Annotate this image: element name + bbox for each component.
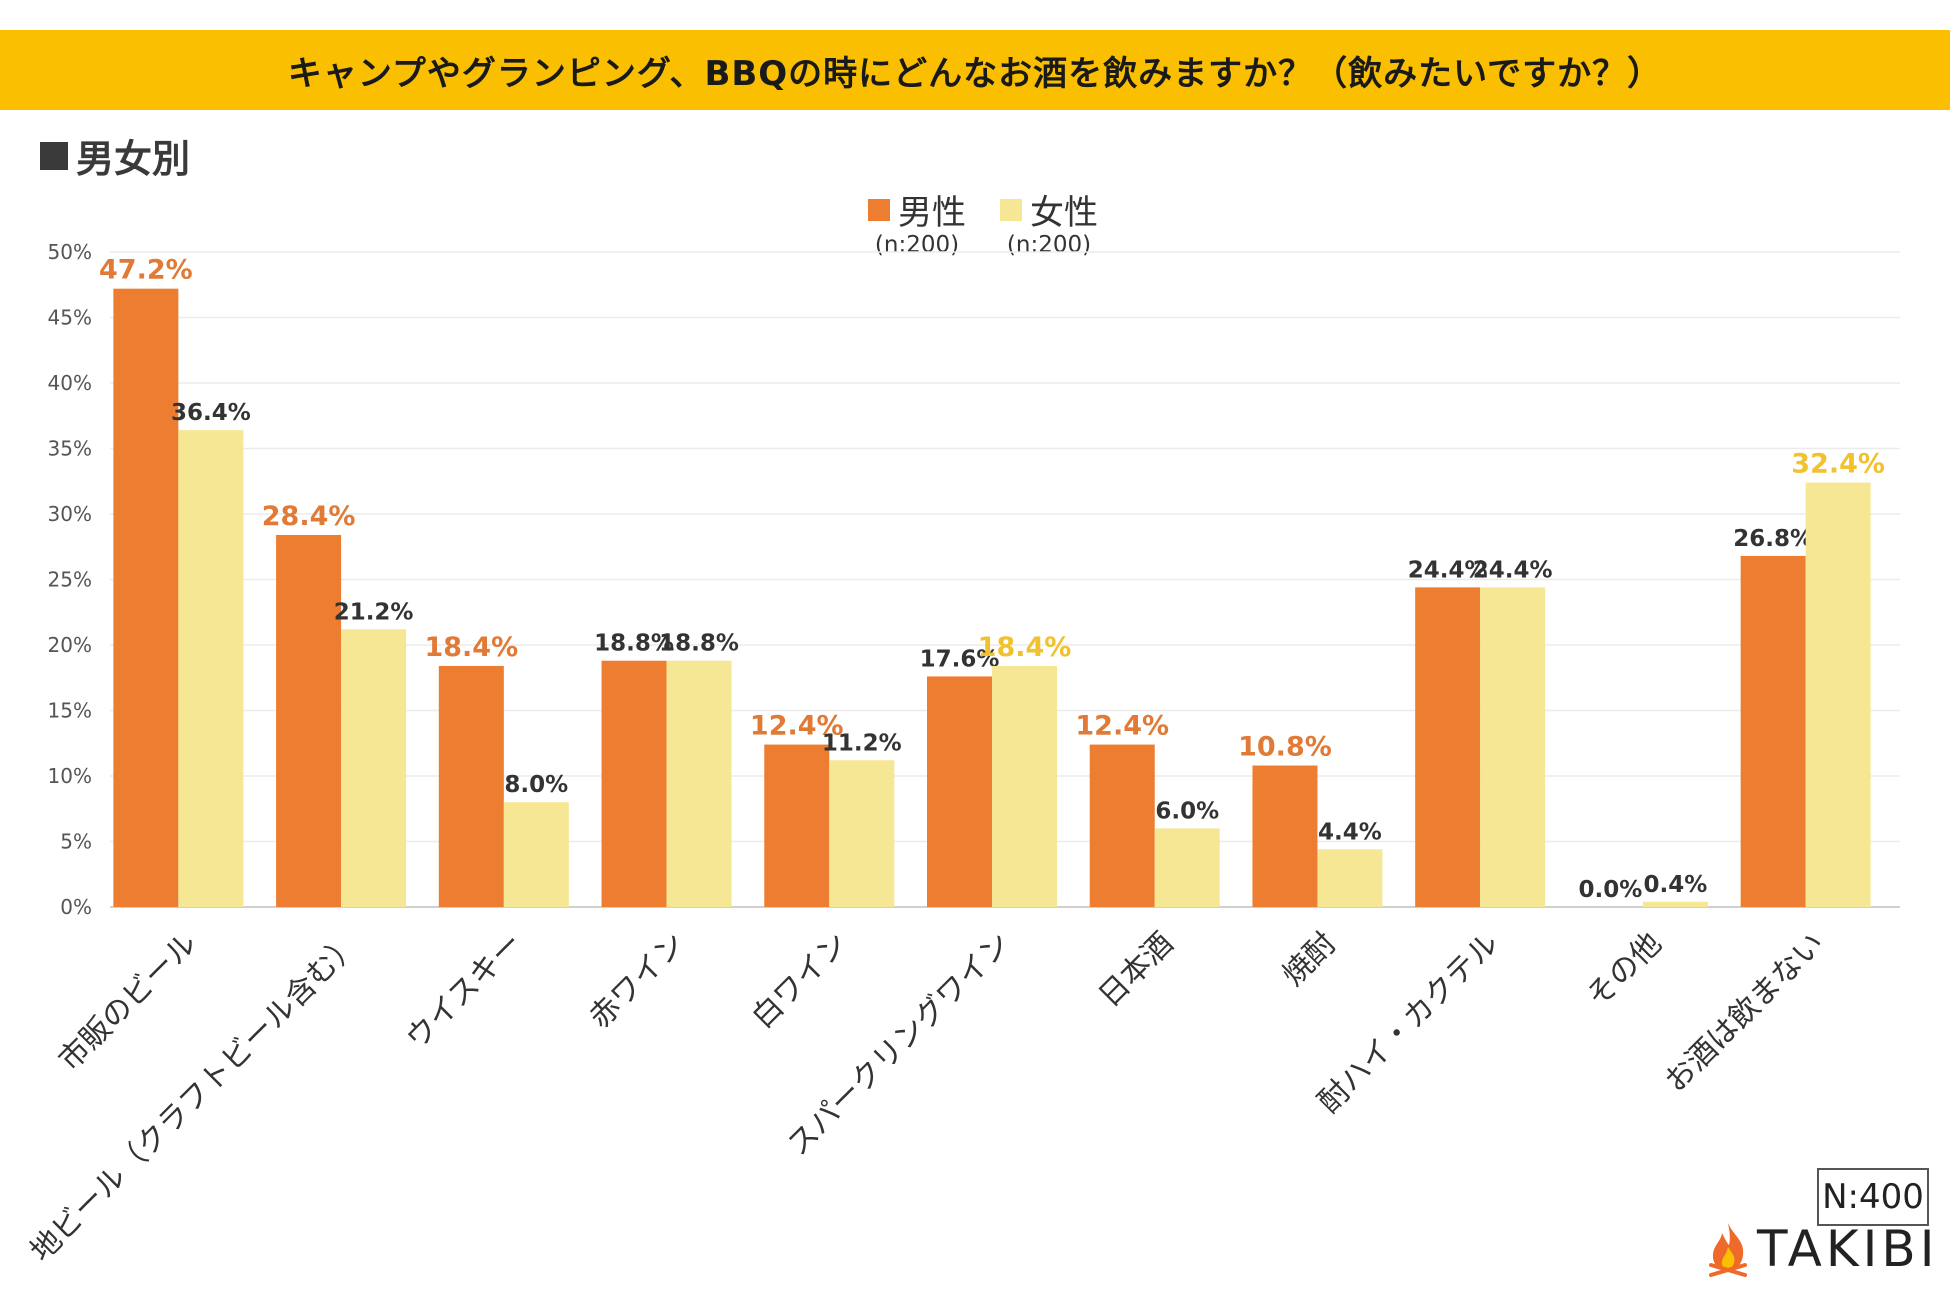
category-label: ウイスキー	[399, 926, 529, 1056]
data-label-male: 18.4%	[424, 632, 518, 663]
y-tick-label: 15%	[48, 699, 92, 723]
legend-item-male: 男性 (n:200)	[868, 185, 966, 258]
y-tick-label: 40%	[48, 371, 92, 395]
bar-male	[927, 676, 992, 907]
bar-female	[666, 660, 732, 907]
takibi-logo: TAKIBI	[1705, 1220, 1938, 1278]
bar-female	[1154, 828, 1220, 907]
bar-female	[992, 665, 1057, 907]
y-tick-label: 20%	[48, 633, 92, 657]
category-label: 地ビール（クラフトビール含む）	[24, 926, 367, 1269]
bar-female	[1642, 901, 1708, 907]
y-tick-label: 30%	[48, 502, 92, 526]
data-label-male: 0.0%	[1579, 877, 1643, 903]
data-label-female: 4.4%	[1318, 819, 1382, 845]
data-label-male: 26.8%	[1733, 526, 1813, 552]
bar-female	[178, 430, 244, 907]
bar-male	[601, 660, 667, 907]
y-tick-label: 10%	[48, 764, 92, 788]
y-tick-label: 5%	[60, 830, 92, 854]
y-tick-label: 35%	[48, 437, 92, 461]
data-label-female: 18.8%	[659, 631, 739, 657]
data-label-male: 47.2%	[99, 255, 193, 286]
y-tick-label: 45%	[48, 306, 92, 330]
data-label-female: 24.4%	[1473, 557, 1553, 583]
chart-title: キャンプやグランピング、BBQの時にどんなお酒を飲みますか？（飲みたいですか？）	[287, 53, 1663, 94]
data-label-female: 11.2%	[822, 730, 902, 756]
bar-female	[1480, 587, 1546, 907]
category-label: 白ワイン	[745, 926, 855, 1036]
y-tick-label: 0%	[60, 895, 92, 919]
data-label-female: 32.4%	[1791, 449, 1885, 480]
legend-swatch-female	[1000, 198, 1022, 221]
bar-female	[829, 760, 895, 907]
legend-swatch-male	[868, 198, 890, 221]
category-label: 赤ワイン	[583, 926, 693, 1036]
data-label-female: 18.4%	[978, 632, 1072, 663]
legend-label-female: 女性	[1030, 193, 1098, 233]
bar-male	[1089, 744, 1155, 907]
legend-label-male: 男性	[898, 193, 966, 233]
category-label: 日本酒	[1092, 926, 1180, 1014]
bar-male	[276, 534, 342, 907]
sample-size-box: N:400	[1817, 1168, 1929, 1226]
bar-male	[1252, 765, 1318, 907]
data-label-male: 24.4%	[1408, 557, 1488, 583]
section-square-icon	[40, 141, 68, 170]
data-label-male: 18.8%	[594, 631, 674, 657]
data-label-female: 36.4%	[171, 400, 251, 426]
bar-male	[764, 744, 830, 907]
category-label: その他	[1580, 926, 1668, 1014]
bar-male	[1415, 587, 1481, 907]
data-label-female: 0.4%	[1644, 872, 1708, 898]
title-bar: キャンプやグランピング、BBQの時にどんなお酒を飲みますか？（飲みたいですか？）	[0, 30, 1950, 110]
data-label-male: 10.8%	[1238, 732, 1332, 763]
section-label-text: 男女別	[76, 137, 191, 181]
category-label: お酒は飲まない	[1658, 926, 1831, 1099]
legend-n-male: (n:200)	[874, 232, 960, 258]
flame-icon	[1709, 1223, 1747, 1277]
legend-n-female: (n:200)	[1006, 232, 1092, 258]
category-label: 市販のビール	[52, 926, 204, 1078]
data-label-female: 8.0%	[504, 772, 568, 798]
data-label-male: 17.6%	[920, 646, 1000, 672]
section-label: 男女別	[40, 128, 190, 183]
data-label-female: 21.2%	[334, 599, 414, 625]
bar-female	[341, 629, 407, 907]
legend-item-female: 女性 (n:200)	[1000, 185, 1098, 258]
y-tick-label: 50%	[48, 240, 92, 264]
bar-female	[1805, 482, 1871, 907]
bar-male	[438, 665, 504, 907]
category-label: 焼酎	[1276, 926, 1343, 993]
data-label-female: 6.0%	[1155, 798, 1219, 824]
y-tick-label: 25%	[48, 568, 92, 592]
category-label: 酎ハイ・カクテル	[1312, 926, 1506, 1120]
data-label-male: 12.4%	[1075, 711, 1169, 742]
logo-text: TAKIBI	[1757, 1220, 1939, 1278]
bar-male	[113, 288, 179, 907]
data-label-male: 12.4%	[750, 711, 844, 742]
bar-male	[1740, 555, 1806, 907]
bar-female	[503, 802, 569, 907]
bar-female	[1317, 849, 1383, 907]
data-label-male: 28.4%	[262, 501, 356, 532]
